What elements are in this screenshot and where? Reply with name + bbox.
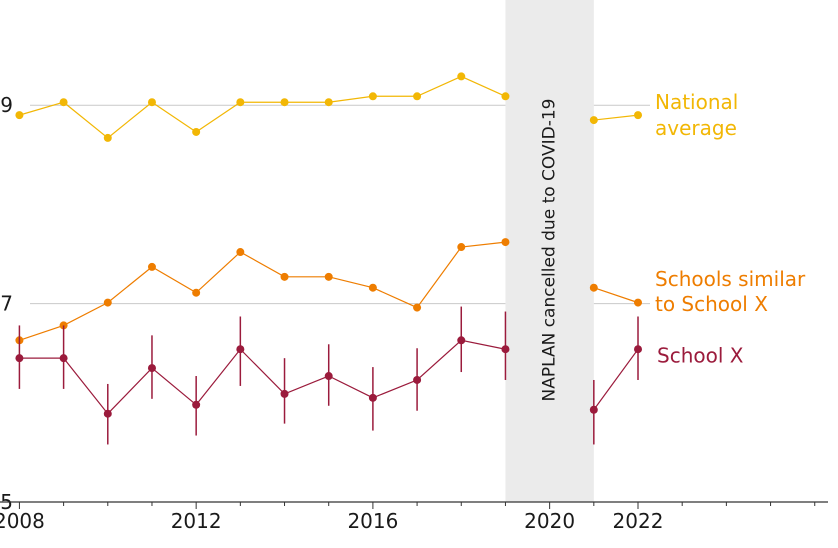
data-point-2-2015 — [324, 372, 333, 381]
label-schools-similar-line1: Schools similar — [655, 267, 806, 291]
series-line-0-0 — [19, 75, 506, 139]
data-point-0-2022 — [634, 111, 643, 120]
data-point-1-2022 — [634, 298, 643, 307]
data-point-1-2012 — [192, 288, 201, 297]
y-tick-label-7: 7 — [0, 292, 13, 316]
series-line-0-1 — [593, 114, 639, 121]
series-2 — [15, 306, 643, 445]
series-line-1-0 — [19, 241, 506, 341]
data-point-0-2016 — [368, 92, 377, 101]
data-point-0-2017 — [413, 92, 422, 101]
data-point-2-2014 — [280, 389, 289, 398]
covid-gap-label: NAPLAN cancelled due to COVID-19 — [540, 98, 560, 401]
label-school-x: School X — [657, 344, 744, 368]
data-point-0-2011 — [147, 98, 156, 107]
label-national-average: National average — [655, 90, 738, 140]
data-point-0-2019 — [501, 92, 510, 101]
data-point-2-2018 — [457, 336, 466, 345]
data-point-2-2017 — [413, 375, 422, 384]
data-point-2-2019 — [501, 345, 510, 354]
data-point-0-2010 — [103, 133, 112, 142]
data-point-1-2014 — [280, 272, 289, 281]
y-tick-label-9: 9 — [0, 93, 13, 117]
data-point-1-2010 — [103, 298, 112, 307]
data-point-2-2009 — [59, 354, 68, 363]
data-point-0-2015 — [324, 98, 333, 107]
label-schools-similar: Schools similar to School X — [655, 267, 806, 316]
data-point-0-2021 — [589, 116, 598, 125]
data-point-0-2013 — [236, 98, 245, 107]
data-point-2-2016 — [368, 393, 377, 402]
data-point-0-2012 — [192, 127, 201, 136]
data-point-2-2013 — [236, 345, 245, 354]
covid-gap-band — [505, 0, 594, 502]
data-point-0-2014 — [280, 98, 289, 107]
covid-gap-region: NAPLAN cancelled due to COVID-19 — [505, 0, 594, 502]
plot-series — [15, 72, 643, 445]
data-point-1-2017 — [413, 303, 422, 312]
series-line-1-1 — [593, 287, 639, 304]
data-point-2-2008 — [15, 354, 24, 363]
data-point-1-2011 — [147, 262, 156, 271]
data-point-1-2016 — [368, 283, 377, 292]
data-point-0-2018 — [457, 72, 466, 81]
x-tick-label-2022: 2022 — [613, 509, 664, 533]
data-point-2-2011 — [147, 364, 156, 373]
data-point-1-2021 — [589, 283, 598, 292]
x-tick-label-2016: 2016 — [347, 509, 398, 533]
data-point-0-2009 — [59, 98, 68, 107]
data-point-0-2008 — [15, 111, 24, 120]
x-tick-label-2012: 2012 — [171, 509, 222, 533]
x-tick-label-2008: 2008 — [0, 509, 45, 533]
label-national-average-line1: National — [655, 90, 738, 114]
label-national-average-line2: average — [655, 116, 737, 140]
data-point-1-2015 — [324, 272, 333, 281]
x-tick-label-2020: 2020 — [524, 509, 575, 533]
series-labels: National average Schools similar to School … — [655, 90, 806, 368]
data-point-2-2021 — [589, 405, 598, 414]
data-point-2-2022 — [634, 345, 643, 354]
series-line-2-1 — [593, 348, 639, 411]
data-point-2-2012 — [192, 400, 201, 409]
series-0 — [15, 72, 643, 142]
data-point-1-2018 — [457, 243, 466, 252]
data-point-1-2019 — [501, 238, 510, 247]
label-schools-similar-line2: to School X — [655, 292, 768, 316]
data-point-2-2010 — [103, 409, 112, 418]
series-line-2-0 — [19, 339, 506, 415]
data-point-1-2013 — [236, 248, 245, 257]
